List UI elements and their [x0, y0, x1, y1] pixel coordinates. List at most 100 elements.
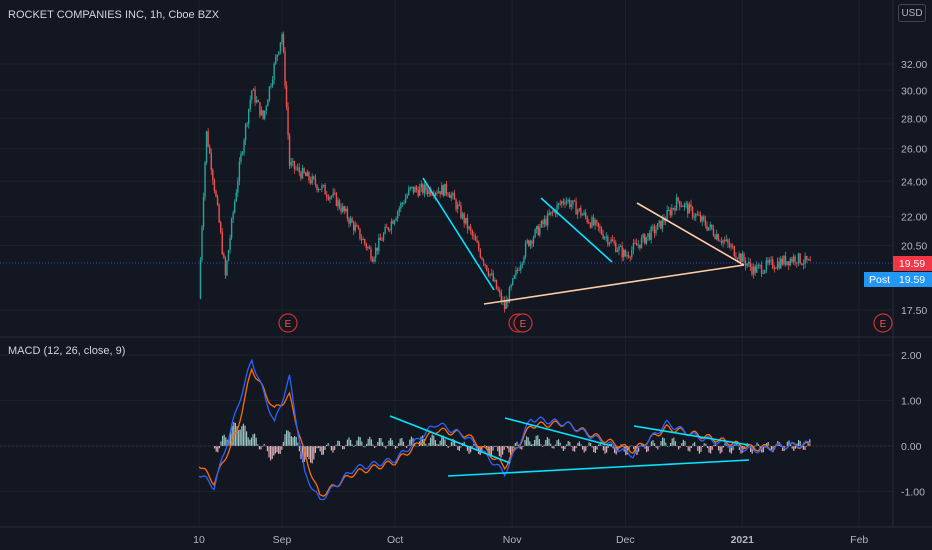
macd-histogram-bar — [540, 444, 542, 446]
candle-body — [675, 197, 678, 211]
price-tick-label: 20.50 — [901, 241, 927, 253]
candle-body — [553, 210, 555, 213]
macd-histogram-bar — [442, 435, 444, 446]
macd-histogram-bar — [578, 441, 580, 446]
trendline-cyan — [633, 425, 750, 446]
candle-body — [695, 214, 697, 218]
macd-histogram-bar — [758, 444, 760, 446]
macd-indicator-label[interactable]: MACD (12, 26, close, 9) — [8, 345, 126, 357]
macd-histogram-bar — [486, 446, 488, 448]
candle-body — [281, 34, 283, 43]
macd-histogram-bar — [439, 440, 441, 446]
price-tick-label: 28.00 — [901, 113, 927, 125]
macd-trendlines[interactable] — [389, 415, 750, 477]
candle-body — [760, 265, 763, 274]
candle-body — [335, 193, 338, 206]
macd-histogram-bar — [503, 446, 505, 450]
macd-histogram-bar — [234, 422, 236, 446]
macd-histogram-bar — [345, 444, 347, 446]
candle-body — [520, 265, 522, 271]
candles — [199, 31, 811, 313]
candle-body — [789, 258, 792, 266]
candle-body — [647, 233, 649, 237]
candle-body — [207, 131, 209, 147]
candle-body — [487, 270, 490, 276]
macd-histogram-bar — [457, 446, 459, 450]
time-axis[interactable]: 10SepOctNovDec2021FebMar — [193, 534, 932, 546]
candle-body — [704, 219, 707, 226]
macd-histogram-bar — [686, 446, 688, 447]
macd-tick-label: 2.00 — [901, 350, 922, 362]
candle-body — [252, 89, 255, 91]
macd-axis[interactable]: 2.00 1.00 0.00 -1.00 — [901, 350, 925, 499]
post-market-tag: Post 19.59 — [864, 272, 932, 287]
candle-body — [340, 208, 342, 212]
macd-histogram-bar — [665, 442, 667, 446]
earnings-markers[interactable]: E E E — [278, 313, 893, 333]
macd-histogram-bar — [279, 446, 281, 454]
macd-histogram-bar — [524, 440, 526, 446]
macd-histogram-bar — [562, 446, 564, 452]
macd-histogram-bar — [460, 446, 462, 448]
candle-body — [368, 247, 371, 249]
candle-body — [796, 262, 798, 264]
candle-body — [430, 188, 432, 195]
candle-body — [515, 270, 517, 276]
candle-body — [460, 205, 462, 218]
candle-body — [631, 250, 633, 258]
macd-histogram-bar — [250, 437, 252, 446]
candle-body — [457, 204, 459, 210]
currency-button[interactable]: USD — [898, 4, 926, 22]
price-axis[interactable]: 17.50 20.50 22.00 24.00 26.00 28.00 30.00 32.00 — [901, 59, 927, 317]
candle-body — [648, 233, 651, 240]
macd-histogram-bar — [738, 446, 740, 450]
candle-body — [567, 199, 569, 202]
macd-histogram-bar — [498, 446, 500, 457]
candle-body — [616, 250, 619, 252]
trendlines[interactable] — [422, 177, 745, 305]
candle-body — [254, 89, 256, 103]
candle-body — [711, 224, 713, 229]
candle-body — [268, 86, 271, 100]
macd-histogram-bar — [596, 446, 598, 450]
candle-body — [452, 193, 454, 195]
candle-body — [349, 218, 352, 224]
candle-body — [267, 99, 269, 107]
candle-body — [384, 227, 386, 234]
macd-histogram-bar — [673, 437, 675, 446]
macd-histogram-bar — [337, 440, 339, 446]
candle-body — [511, 278, 514, 285]
macd-histogram-bar — [262, 446, 264, 447]
macd-histogram-bar — [684, 441, 686, 446]
macd-histogram-bar — [260, 446, 262, 450]
candle-body — [204, 162, 206, 197]
candle-body — [772, 259, 774, 269]
macd-histogram-bar — [351, 444, 353, 446]
macd-histogram-bar — [364, 446, 366, 448]
candle-body — [802, 263, 805, 265]
candle-body — [551, 211, 554, 213]
trendline-peach — [483, 264, 745, 305]
macd-histogram-bar — [607, 446, 609, 448]
signal-line — [198, 367, 811, 497]
candle-body — [494, 279, 496, 282]
candle-body — [378, 237, 380, 251]
macd-histogram-bar — [719, 446, 721, 454]
candle-body — [395, 218, 397, 221]
macd-histogram-bar — [556, 440, 558, 446]
candle-body — [556, 205, 558, 214]
candle-body — [419, 187, 421, 196]
macd-histogram-bar — [786, 441, 788, 446]
macd-histogram-bar — [737, 444, 739, 446]
candle-body — [584, 212, 587, 217]
candle-body — [640, 237, 643, 248]
candle-body — [507, 300, 509, 303]
candle-body — [717, 234, 719, 241]
macd-histogram-bar — [372, 444, 374, 446]
candle-body — [479, 249, 482, 258]
macd-histogram-bar — [295, 436, 297, 446]
candle-body — [499, 290, 501, 293]
candle-body — [736, 258, 739, 260]
candle-body — [550, 211, 552, 215]
